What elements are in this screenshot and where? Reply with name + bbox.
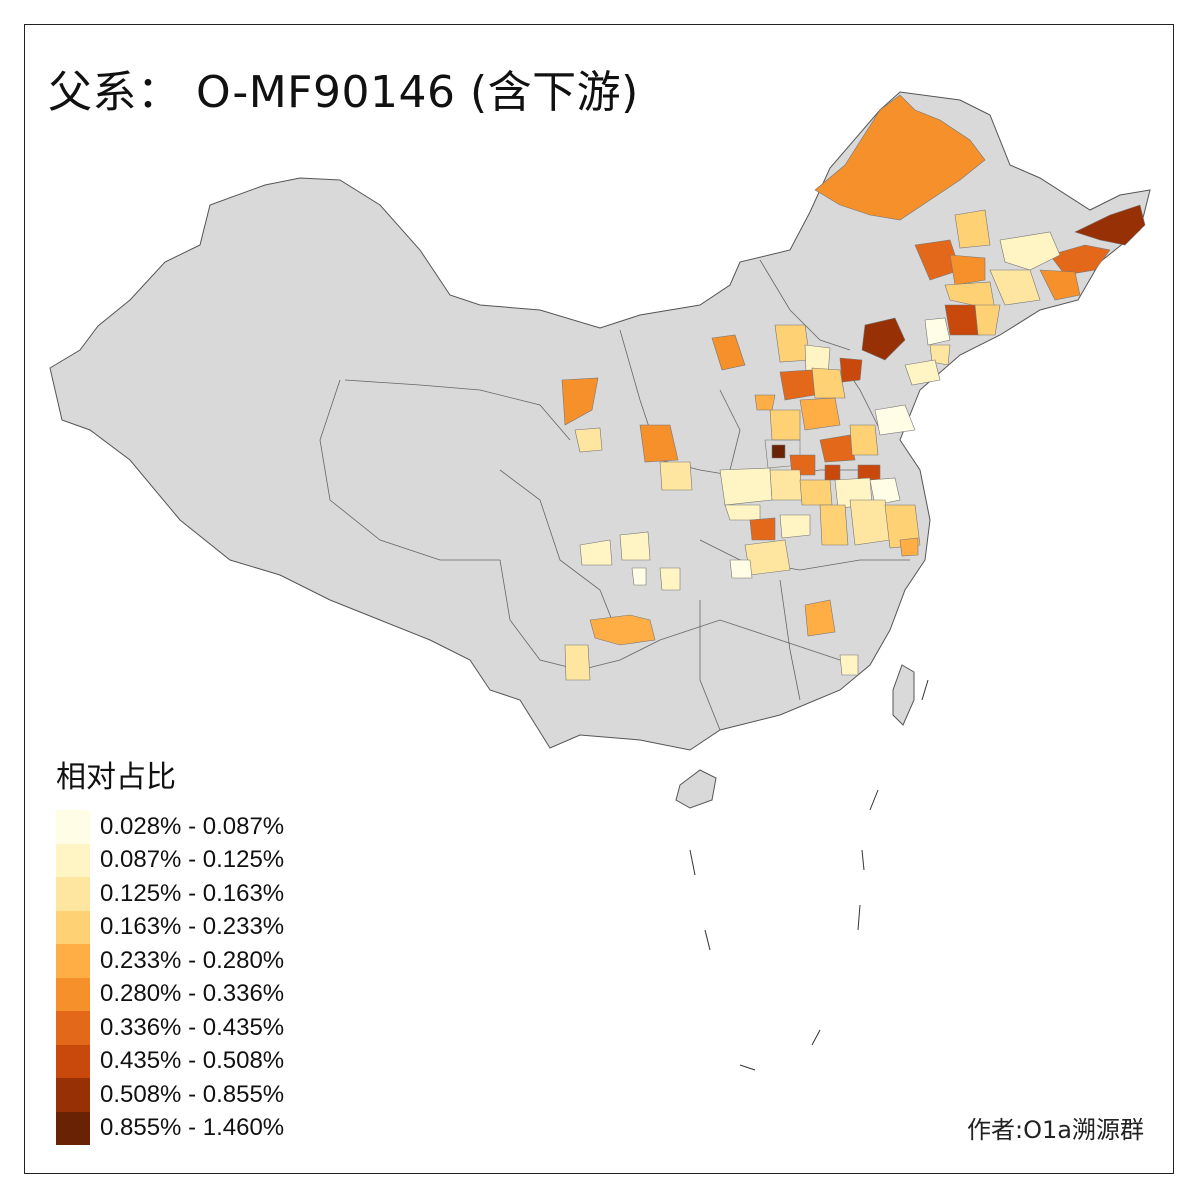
legend-item: 0.028% - 0.087% [56, 810, 284, 844]
legend-item: 0.280% - 0.336% [56, 977, 285, 1011]
legend-rows: 0.028% - 0.087% 0.087% - 0.125% 0.125% - 0… [56, 810, 284, 1145]
legend-label: 0.125% - 0.163% [100, 879, 285, 907]
legend-item: 0.233% - 0.280% [56, 944, 284, 978]
legend-label: 0.163% - 0.233% [100, 913, 285, 941]
hainan-island [675, 769, 717, 809]
legend-label: 0.508% - 0.855% [100, 1080, 285, 1108]
legend-swatch [56, 810, 90, 844]
south-china-sea [689, 679, 929, 1071]
legend-item: 0.508% - 0.855% [56, 1078, 284, 1112]
legend-item: 0.163% - 0.233% [56, 910, 285, 944]
legend-swatch [56, 910, 90, 944]
legend-swatch [56, 944, 90, 978]
legend-label: 0.855% - 1.460% [100, 1114, 285, 1142]
legend: 相对占比 0.028% - 0.087% 0.087% - 0.125% 0.125… [56, 752, 284, 1145]
legend-swatch [56, 1011, 90, 1045]
legend-title: 相对占比 [56, 760, 176, 795]
legend-label: 0.280% - 0.336% [100, 980, 285, 1008]
legend-label: 0.028% - 0.087% [100, 812, 285, 840]
legend-item: 0.435% - 0.508% [56, 1044, 285, 1078]
legend-item: 0.125% - 0.163% [56, 877, 284, 911]
map-title: 父系： O-MF90146 (含下游) [48, 67, 639, 118]
legend-item: 0.855% - 1.460% [56, 1111, 285, 1145]
legend-swatch [56, 843, 90, 877]
legend-swatch [56, 977, 90, 1011]
author-credit: 作者:O1a溯源群 [967, 1116, 1144, 1144]
legend-label: 0.233% - 0.280% [100, 946, 285, 974]
region-fills [561, 94, 1146, 681]
legend-label: 0.087% - 0.125% [100, 846, 285, 874]
province-borders [319, 259, 910, 731]
legend-item: 0.087% - 0.125% [56, 843, 285, 877]
legend-item: 0.336% - 0.435% [56, 1011, 284, 1045]
legend-swatch [56, 1111, 90, 1145]
legend-label: 0.435% - 0.508% [100, 1047, 285, 1075]
legend-swatch [56, 1044, 90, 1078]
china-landmass [49, 91, 1151, 751]
legend-swatch [56, 877, 90, 911]
taiwan-island [892, 664, 915, 726]
legend-label: 0.336% - 0.435% [100, 1013, 285, 1041]
legend-swatch [56, 1078, 90, 1112]
